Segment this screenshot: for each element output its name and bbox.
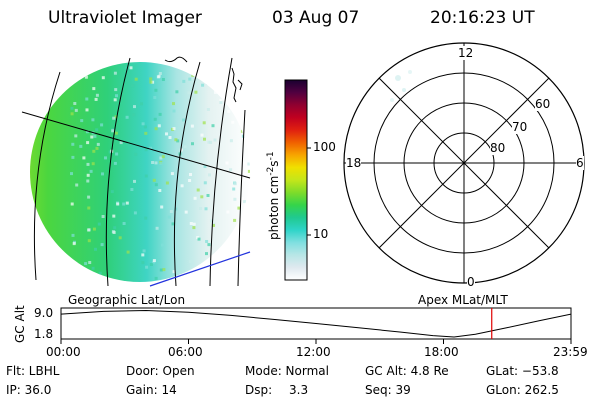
timeline-ymin: 1.8	[34, 327, 54, 341]
aurora-emission	[30, 62, 250, 282]
apex-polar-plot	[343, 42, 585, 284]
flt-field: Flt: LBHL	[6, 364, 60, 378]
door-field: Door: Open	[126, 364, 195, 378]
ip-field: IP: 36.0	[6, 383, 52, 397]
seq-field: Seq: 39	[365, 383, 411, 397]
colorbar-tick-10: 10	[313, 227, 329, 241]
timeline-xtick: 12:00	[296, 345, 331, 359]
time-label: 20:16:23 UT	[430, 8, 535, 28]
mlt-label-18: 18	[346, 156, 362, 170]
timeline-xtick: 00:00	[46, 345, 81, 359]
latitude-line	[21, 111, 251, 179]
polar-diagonal	[378, 77, 550, 249]
longitude-line	[237, 109, 246, 287]
geographic-label: Geographic Lat/Lon	[68, 293, 186, 307]
colorbar-tick-100: 100	[313, 140, 336, 154]
coastline	[164, 56, 188, 63]
mlat-label-60: 60	[535, 97, 551, 111]
longitude-line	[33, 71, 61, 281]
longitude-line	[105, 57, 131, 287]
mode-field: Mode: Normal	[245, 364, 329, 378]
timeline-xtick: 06:00	[168, 345, 203, 359]
mlat-label-70: 70	[512, 120, 528, 134]
mlat-label-80: 80	[490, 141, 506, 155]
timeline-xtick: 18:00	[424, 345, 459, 359]
dsp-value: 3.3	[289, 383, 309, 397]
gc-alt-field: GC Alt: 4.8 Re	[365, 364, 449, 378]
terminator-line	[149, 251, 251, 287]
mlt-label-0: 0	[467, 275, 475, 289]
longitude-line	[173, 61, 201, 287]
colorbar-scale	[284, 79, 308, 281]
polar-faint-emission	[390, 70, 412, 102]
timeline-ylabel: GC Alt	[13, 305, 27, 343]
dsp-label: Dsp:	[245, 383, 273, 397]
mlt-label-6: 6	[576, 156, 584, 170]
coastline	[237, 79, 243, 91]
date-label: 03 Aug 07	[272, 8, 360, 28]
coastline	[231, 67, 237, 103]
glon-field: GLon: 262.5	[486, 383, 559, 397]
mlt-label-12: 12	[458, 46, 474, 60]
glat-field: GLat: −53.8	[486, 364, 559, 378]
altitude-curve	[60, 309, 572, 338]
longitude-line	[209, 57, 233, 287]
timeline-xtick: 23:59	[553, 345, 588, 359]
timeline-ymax: 9.0	[34, 306, 54, 320]
instrument-title: Ultraviolet Imager	[48, 8, 202, 28]
apex-label: Apex MLat/MLT	[418, 293, 508, 307]
gain-field: Gain: 14	[126, 383, 177, 397]
geographic-image	[21, 56, 251, 287]
colorbar	[284, 79, 311, 281]
